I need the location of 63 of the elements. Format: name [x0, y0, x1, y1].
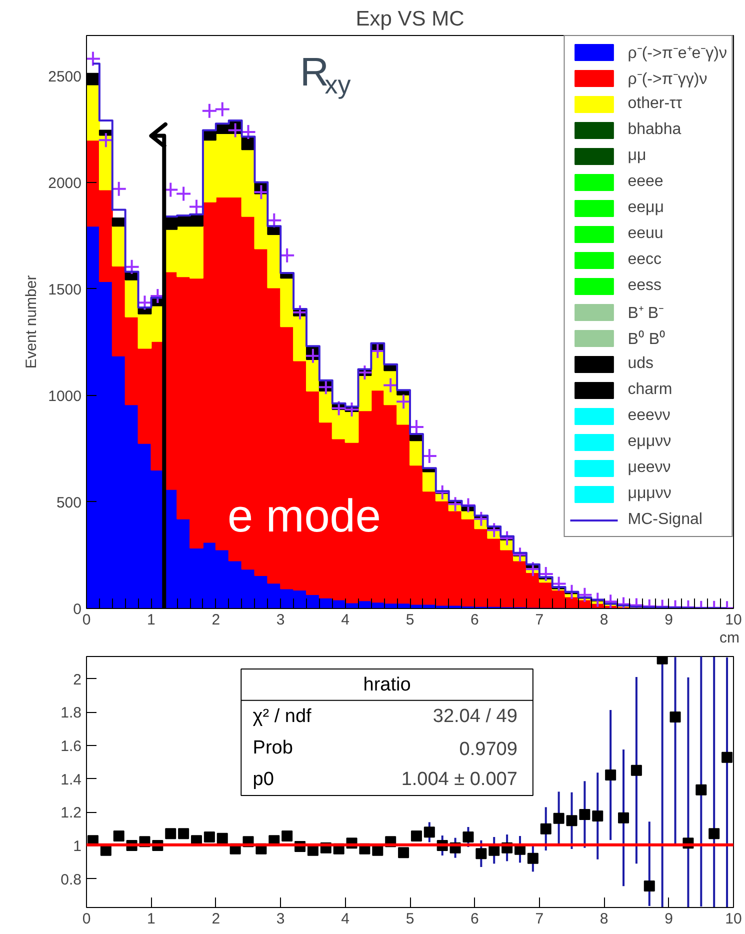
legend-label: bhabha [628, 120, 682, 140]
legend-label: MC-Signal [628, 510, 702, 530]
y-tick-label: 2 [73, 671, 82, 688]
x-tick-label: 7 [535, 612, 544, 628]
x-tick-label: 8 [600, 612, 608, 628]
y-tick-label: 1.8 [60, 704, 82, 722]
legend-label: eeuu [628, 224, 664, 244]
x-tick-label: 6 [470, 612, 479, 628]
x-tick-label: 10 [725, 612, 742, 628]
y-tick-label: 2500 [48, 68, 82, 86]
y-tick-label: 0 [73, 601, 82, 618]
y-axis-title: Event number [23, 275, 40, 369]
x-tick-label: 3 [276, 910, 285, 928]
annotation: e mode [228, 490, 381, 542]
legend-label: eμμνν [628, 432, 672, 452]
legend-label: eeμμ [628, 198, 664, 218]
legend-label: other-ττ [628, 94, 682, 114]
x-tick-label: 6 [470, 910, 479, 928]
y-tick-label: 2000 [48, 174, 82, 192]
legend-label: ρ⁻(->π⁻e⁺e⁻γ)ν [628, 44, 727, 63]
chart-title: Exp VS MC [356, 8, 464, 30]
x-tick-label: 5 [406, 612, 414, 628]
legend-label: μμ [628, 146, 648, 166]
annotation: 32.04 / 49 [432, 706, 518, 728]
annotation: p0 [252, 768, 274, 790]
x-tick-label: 4 [341, 910, 350, 928]
legend-label: eeeνν [628, 406, 670, 426]
y-tick-label: 1.4 [60, 771, 82, 788]
y-tick-label: 1.6 [60, 738, 82, 755]
legend-label: ρ⁻(->π⁻γγ)ν [628, 70, 708, 89]
legend-label: B⁺ B⁻ [628, 304, 664, 323]
x-axis-title: cm [720, 630, 740, 646]
x-tick-label: 1 [147, 612, 156, 628]
annotation: 0.9709 [459, 739, 518, 760]
x-tick-label: 10 [725, 910, 742, 928]
y-tick-label: 1000 [48, 388, 82, 405]
annotation: χ² / ndf [252, 706, 312, 728]
legend-label: eeee [628, 172, 664, 192]
x-tick-label: 5 [406, 910, 414, 928]
y-tick-label: 1.2 [60, 804, 82, 822]
y-tick-label: 1500 [48, 281, 82, 298]
legend-label: μeeνν [628, 458, 671, 478]
legend-label: eecc [628, 250, 662, 270]
x-tick-label: 1 [147, 910, 156, 928]
annotation: 1.004 ± 0.007 [401, 768, 518, 790]
y-tick-label: 0.8 [60, 871, 82, 888]
legend-label: uds [628, 354, 654, 374]
legend-label: μμμνν [628, 484, 672, 504]
legend-label: charm [628, 380, 672, 400]
y-tick-label: 500 [56, 494, 82, 512]
annotation: hratio [363, 674, 411, 696]
legend-label: eess [628, 276, 662, 296]
x-tick-label: 3 [276, 612, 285, 628]
annotation: Prob [252, 738, 293, 759]
x-tick-label: 8 [600, 910, 608, 928]
x-tick-label: 7 [535, 910, 544, 928]
x-tick-label: 9 [664, 612, 673, 628]
x-tick-label: 2 [212, 612, 220, 628]
x-tick-label: 9 [664, 910, 673, 928]
x-tick-label: 2 [212, 910, 220, 928]
legend-label: B⁰ B⁰ [628, 329, 666, 349]
x-tick-label: 4 [341, 612, 350, 628]
y-tick-label: 1 [73, 838, 82, 855]
